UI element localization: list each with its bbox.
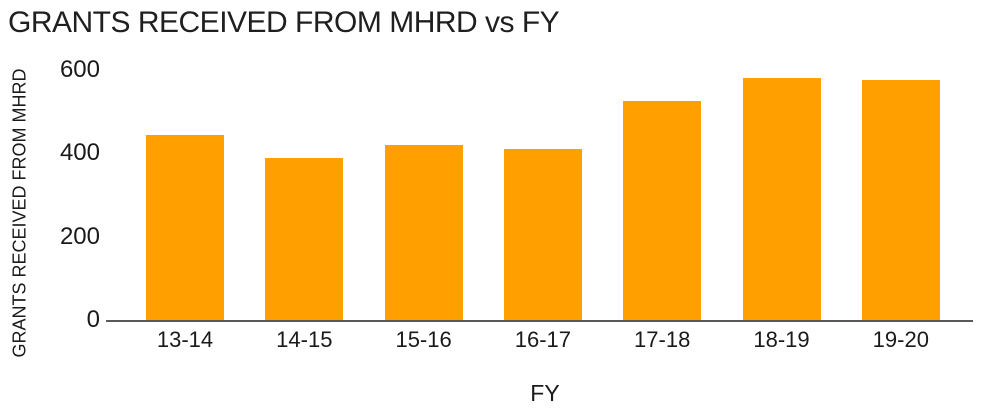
bar-19-20 (861, 80, 940, 320)
x-tick-label-13-14: 13-14 (156, 327, 214, 352)
x-tick-label-18-19: 18-19 (753, 327, 810, 352)
bar-13-14 (146, 134, 224, 320)
bar-14-15 (265, 157, 344, 320)
x-axis-title: FY (530, 380, 560, 406)
x-tick-label-16-17: 16-17 (514, 327, 572, 352)
x-axis-line (106, 320, 973, 322)
bar-17-18 (623, 101, 702, 320)
bar-15-16 (384, 145, 463, 320)
x-tick-label-14-15: 14-15 (276, 327, 333, 352)
y-tick-label-400: 400 (59, 139, 100, 167)
y-tick-label-600: 600 (59, 56, 100, 83)
plot-area (106, 70, 973, 320)
y-tick-label-0: 0 (86, 306, 100, 333)
x-tick-label-15-16: 15-16 (395, 327, 452, 352)
chart-title: GRANTS RECEIVED FROM MHRD vs FY (8, 6, 560, 39)
y-tick-label-200: 200 (59, 222, 100, 250)
bar-16-17 (503, 149, 582, 320)
x-tick-label-17-18: 17-18 (634, 327, 691, 352)
bar-18-19 (742, 78, 821, 320)
x-tick-label-19-20: 19-20 (872, 327, 929, 352)
